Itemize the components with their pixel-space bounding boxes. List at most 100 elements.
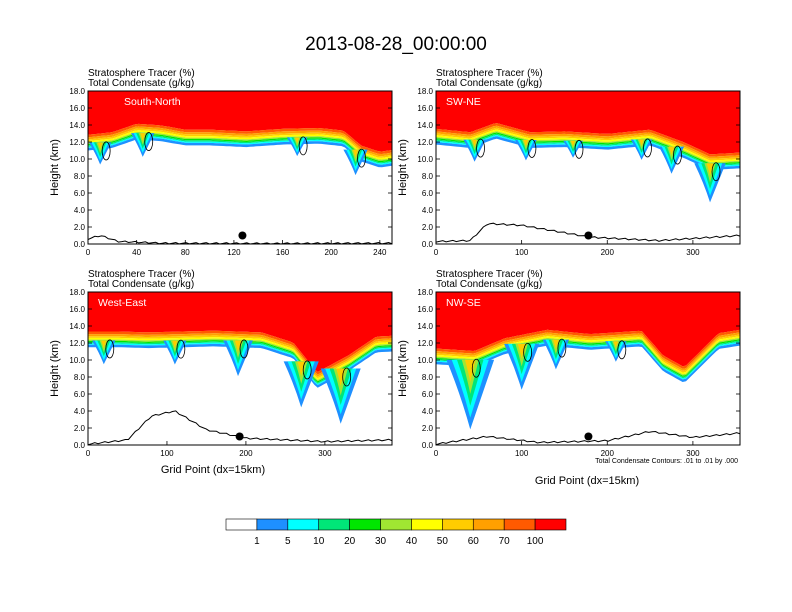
tracer-field (88, 91, 392, 244)
xtick-label: 200 (239, 449, 253, 458)
terrain-line (436, 430, 740, 445)
ytick-label: 4.0 (74, 407, 86, 416)
colorbar-swatch (411, 518, 443, 531)
colorbar-label: 100 (527, 536, 544, 547)
tracer-intrusion (523, 139, 529, 147)
tracer-intrusion (234, 340, 242, 352)
panel-nw-se: Stratosphere Tracer (%)Total Condensate … (397, 269, 741, 458)
panel-header-condensate: Total Condensate (g/kg) (88, 279, 194, 290)
colorbar-label: 10 (313, 536, 325, 547)
ytick-label: 8.0 (422, 172, 434, 181)
tracer-intrusion (464, 359, 476, 383)
condensate-contour (673, 145, 682, 165)
ytick-label: 4.0 (74, 206, 86, 215)
condensate-contour (176, 339, 186, 359)
tracer-intrusion (172, 340, 178, 349)
panel-header-tracer: Stratosphere Tracer (%) (88, 68, 195, 79)
condensate-contour (527, 139, 537, 158)
ytick-label: 18.0 (69, 288, 85, 297)
xtick-label: 0 (434, 449, 439, 458)
ylabel: Height (km) (49, 139, 61, 196)
xtick-label: 120 (227, 248, 241, 257)
ytick-label: 2.0 (422, 424, 434, 433)
panel-header-condensate: Total Condensate (g/kg) (436, 279, 542, 290)
colorbar-label: 40 (406, 536, 418, 547)
xtick-label: 300 (686, 248, 700, 257)
condensate-contour (302, 360, 312, 380)
colorbar-swatch (380, 518, 412, 531)
ylabel: Height (km) (397, 139, 409, 196)
panel-header-condensate: Total Condensate (g/kg) (436, 78, 542, 89)
colorbar-label: 70 (499, 536, 511, 547)
panel-label: SW-NE (446, 96, 481, 108)
plot-frame (87, 90, 393, 245)
condensate-contour (298, 136, 308, 156)
panel-label: West-East (98, 297, 146, 309)
xtick-label: 200 (325, 248, 339, 257)
ytick-label: 8.0 (74, 172, 86, 181)
ytick-label: 12.0 (417, 339, 433, 348)
ytick-label: 12.0 (69, 138, 85, 147)
condensate-contour (574, 139, 584, 159)
ytick-label: 2.0 (74, 424, 86, 433)
xtick-label: 0 (434, 248, 439, 257)
ytick-label: 12.0 (69, 339, 85, 348)
ytick-label: 2.0 (422, 223, 434, 232)
tracer-intrusion (570, 140, 576, 147)
ytick-label: 0.0 (422, 240, 434, 249)
tracer-intrusion (297, 361, 306, 377)
tracer-intrusion (639, 139, 644, 146)
xtick-label: 100 (160, 449, 174, 458)
tracer-field (436, 91, 740, 244)
tracer-intrusion (472, 139, 478, 147)
xtick-label: 80 (181, 248, 190, 257)
colorbar-label: 20 (344, 536, 356, 547)
colorbar-swatch (349, 518, 381, 531)
panel-west-east: Stratosphere Tracer (%)Total Condensate … (49, 269, 393, 458)
ytick-label: 2.0 (74, 223, 86, 232)
ytick-label: 4.0 (422, 407, 434, 416)
condensate-contour (101, 141, 111, 161)
colorbar-swatch (442, 518, 474, 531)
colorbar-label: 5 (285, 536, 291, 547)
tracer-intrusion (140, 133, 146, 141)
condensate-contour (617, 340, 627, 360)
condensate-contour (239, 339, 249, 359)
xlabel-left: Grid Point (dx=15km) (161, 464, 265, 476)
ytick-label: 18.0 (417, 87, 433, 96)
tracer-intrusion (668, 146, 675, 156)
tracer-intrusion (352, 149, 359, 158)
xlabel-right: Grid Point (dx=15km) (535, 475, 639, 487)
xtick-label: 40 (132, 248, 141, 257)
tracer-intrusion (613, 341, 619, 348)
xtick-label: 300 (686, 449, 700, 458)
condensate-contour (523, 342, 533, 362)
tracer-intrusion (517, 343, 526, 359)
plot-frame (435, 90, 741, 245)
tracer-band-10 (88, 292, 392, 372)
ytick-label: 14.0 (417, 121, 433, 130)
tracer-intrusion (97, 142, 103, 150)
ytick-label: 0.0 (74, 441, 86, 450)
colorbar-swatch (256, 518, 289, 531)
panel-sw-ne: Stratosphere Tracer (%)Total Condensate … (397, 68, 741, 257)
ytick-label: 6.0 (422, 189, 434, 198)
ytick-label: 8.0 (74, 373, 86, 382)
condensate-contour (144, 132, 154, 151)
tracer-intrusion (706, 163, 714, 176)
panel-south-north: Stratosphere Tracer (%)Total Condensate … (49, 68, 393, 257)
condensate-contour (357, 148, 366, 168)
ytick-label: 16.0 (69, 305, 85, 314)
colorbar-label: 30 (375, 536, 387, 547)
condensate-contour (643, 138, 652, 158)
condensate-contour (342, 367, 352, 387)
panel-header-tracer: Stratosphere Tracer (%) (436, 68, 543, 79)
xtick-label: 200 (601, 248, 615, 257)
terrain-line (88, 235, 392, 244)
condensate-contour (476, 138, 485, 158)
figure-title: 2013-08-28_00:00:00 (305, 34, 487, 55)
plot-frame (435, 291, 741, 446)
colorbar-swatch (472, 518, 505, 531)
ytick-label: 0.0 (422, 441, 434, 450)
